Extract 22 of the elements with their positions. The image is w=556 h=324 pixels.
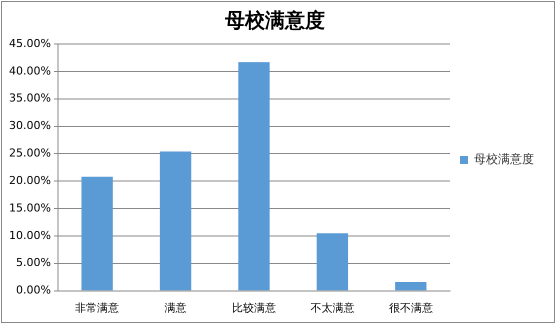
bar xyxy=(395,282,426,290)
y-tick-label: 15.00% xyxy=(8,201,51,214)
y-tick-label: 35.00% xyxy=(8,92,51,105)
x-tick-label: 比较满意 xyxy=(232,301,276,314)
x-tick-label: 很不满意 xyxy=(388,301,433,314)
x-tick-label: 非常满意 xyxy=(75,301,120,314)
y-tick-label: 20.00% xyxy=(8,174,51,187)
legend-label: 母校满意度 xyxy=(474,152,534,166)
y-tick-label: 25.00% xyxy=(8,146,51,160)
x-tick-label: 不太满意 xyxy=(310,301,354,314)
y-tick-label: 5.00% xyxy=(16,256,51,270)
y-tick-label: 40.00% xyxy=(8,64,51,78)
y-tick-label: 45.00% xyxy=(8,36,51,50)
y-tick-label: 0.00% xyxy=(16,284,51,297)
x-tick-label: 满意 xyxy=(164,301,187,314)
bar xyxy=(81,176,113,290)
bar xyxy=(238,62,270,290)
y-tick-label: 30.00% xyxy=(8,119,51,132)
chart-title: 母校满意度 xyxy=(224,8,325,32)
bar xyxy=(160,151,192,290)
y-tick-label: 10.00% xyxy=(8,228,51,242)
bar xyxy=(316,233,348,290)
